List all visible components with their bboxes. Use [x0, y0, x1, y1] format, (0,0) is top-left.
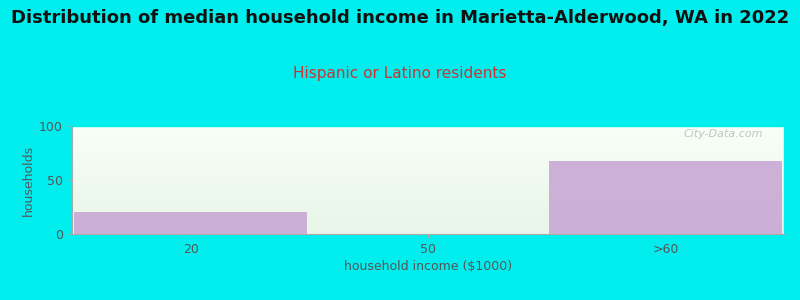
Text: Hispanic or Latino residents: Hispanic or Latino residents [294, 66, 506, 81]
X-axis label: household income ($1000): household income ($1000) [344, 260, 512, 273]
Text: City-Data.com: City-Data.com [683, 129, 762, 139]
Text: Distribution of median household income in Marietta-Alderwood, WA in 2022: Distribution of median household income … [11, 9, 789, 27]
Bar [549, 160, 782, 234]
Y-axis label: households: households [22, 144, 35, 216]
Bar [74, 212, 307, 234]
